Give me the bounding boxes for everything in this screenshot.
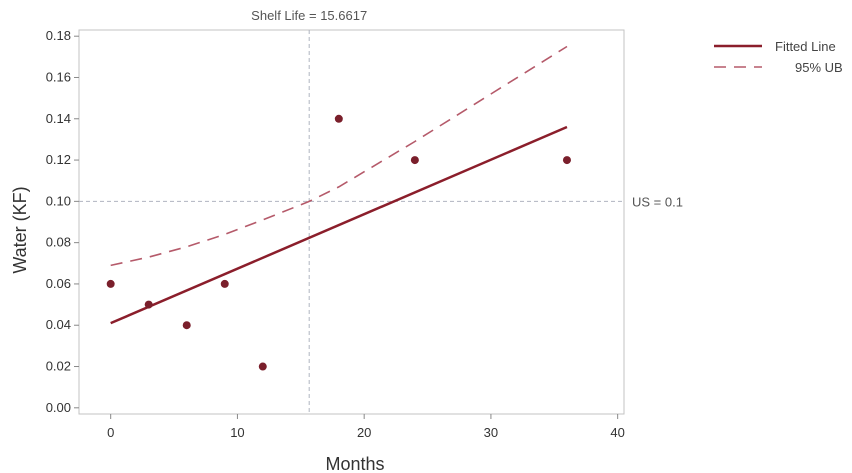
x-axis-title: Months [325, 454, 384, 473]
x-tick-label: 10 [230, 425, 244, 440]
data-point [182, 321, 191, 330]
y-tick-label: 0.08 [46, 235, 71, 250]
x-tick-label: 0 [107, 425, 114, 440]
shelf-life-label: Shelf Life = 15.6617 [251, 8, 367, 23]
plot-area-layer: 0.00 0.02 0.04 0.06 0.08 0.10 0.12 0.14 0.16 0.18… [46, 28, 625, 440]
plot-frame [78, 29, 625, 415]
upper-bound-curve [110, 45, 568, 267]
x-tick-label: 40 [610, 425, 624, 440]
data-point [410, 156, 419, 165]
data-point [334, 114, 343, 123]
x-tick-label: 30 [484, 425, 498, 440]
y-tick-label: 0.10 [46, 193, 71, 208]
y-tick-label: 0.12 [46, 152, 71, 167]
legend: Fitted Line 95% UB [714, 39, 843, 75]
x-tick-label: 20 [357, 425, 371, 440]
data-point [562, 156, 571, 165]
legend-ub-label: 95% UB [795, 60, 843, 75]
y-tick-label: 0.18 [46, 28, 71, 43]
fitted-line [110, 125, 568, 325]
legend-fitted-line-label: Fitted Line [775, 39, 836, 54]
y-tick-label: 0.14 [46, 111, 71, 126]
data-point [144, 300, 153, 309]
data-point [220, 279, 229, 288]
data-point [258, 362, 267, 371]
data-point [106, 279, 115, 288]
y-axis-title: Water (KF) [10, 186, 30, 273]
spec-limit-label: US = 0.1 [632, 194, 683, 209]
y-tick-label: 0.02 [46, 359, 71, 374]
y-tick-label: 0.16 [46, 69, 71, 84]
y-tick-label: 0.00 [46, 400, 71, 415]
y-tick-label: 0.06 [46, 276, 71, 291]
y-tick-label: 0.04 [46, 317, 71, 332]
